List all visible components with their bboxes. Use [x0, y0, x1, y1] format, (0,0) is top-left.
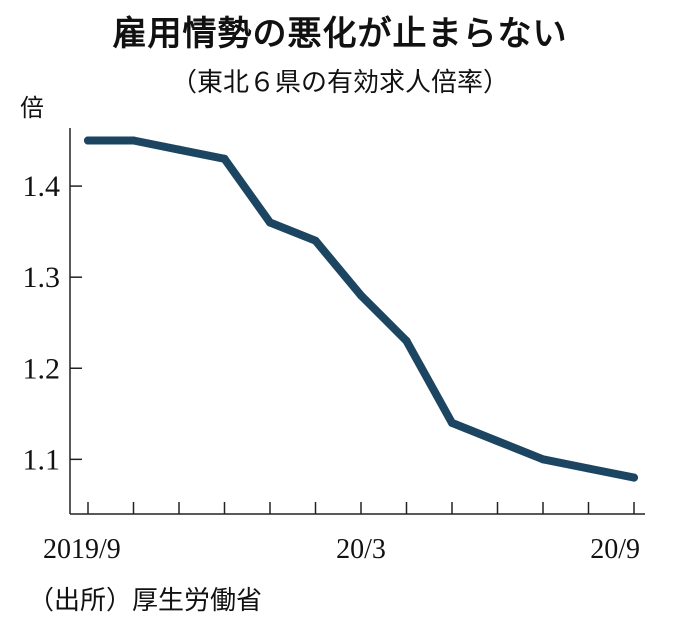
y-tick-label: 1.3 [23, 261, 61, 294]
chart-labels: 倍 1.1 1.2 1.3 1.4 2019/9 20/3 20/9 [20, 94, 640, 565]
chart-series [84, 136, 638, 482]
data-point [266, 218, 274, 227]
data-point [175, 145, 183, 154]
x-tick-label: 2019/9 [43, 534, 121, 565]
data-point [84, 136, 92, 145]
y-tick-label: 1.1 [23, 443, 61, 476]
y-tick-label: 1.2 [23, 352, 61, 385]
y-unit-label: 倍 [20, 94, 44, 122]
chart-axes [69, 128, 645, 515]
data-point [539, 455, 547, 464]
data-point [584, 464, 593, 473]
data-point [220, 154, 229, 163]
x-tick-label: 20/3 [336, 534, 386, 565]
data-point [493, 437, 502, 446]
data-point [630, 473, 638, 482]
data-point [448, 418, 456, 427]
x-tick-label: 20/9 [590, 534, 640, 565]
data-point [311, 236, 320, 245]
chart-ticks [70, 185, 635, 514]
data-point [402, 336, 411, 345]
source-note: （出所）厚生労働省 [28, 586, 263, 616]
chart-subtitle: （東北６県の有効求人倍率） [170, 68, 509, 98]
series-line [84, 136, 638, 482]
chart-title: 雇用情勢の悪化が止まらない [112, 14, 568, 54]
data-point [357, 291, 365, 300]
y-tick-label: 1.4 [23, 170, 61, 203]
data-point [129, 136, 138, 145]
